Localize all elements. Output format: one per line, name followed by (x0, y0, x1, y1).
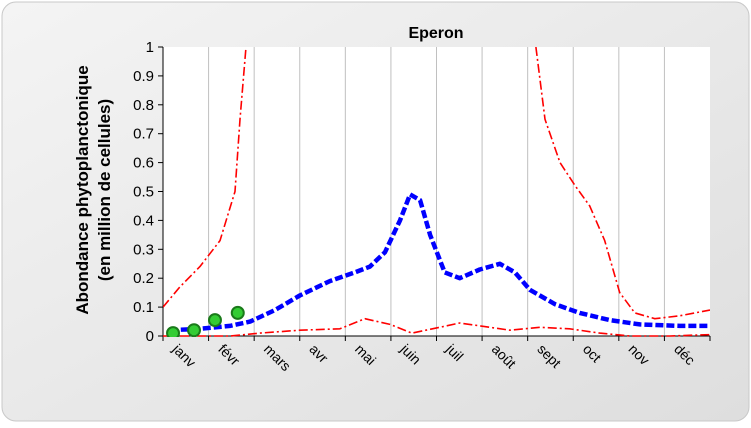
chart-title: Eperon (408, 25, 463, 42)
data-point (186, 323, 201, 337)
y-tick-label: 0.4 (133, 212, 154, 229)
data-point (230, 305, 245, 320)
y-tick-label: 0.7 (133, 126, 154, 143)
series-line (163, 317, 710, 337)
y-tick-label: 0.8 (133, 97, 154, 114)
y-tick-label: 0.2 (133, 270, 154, 287)
y-tick-label: 0.9 (133, 68, 154, 85)
y-tick-label: 0.5 (133, 184, 154, 201)
y-tick-label: 0.3 (133, 241, 154, 258)
y-tick-label: 0 (146, 328, 154, 345)
series-line (163, 47, 710, 320)
y-axis-title: Abondance phytoplanctonique (en million … (73, 65, 114, 314)
y-tick-label: 0.6 (133, 155, 154, 172)
y-axis-title-line: (en million de cellules) (95, 99, 114, 281)
y-axis-title-line: Abondance phytoplanctonique (73, 65, 92, 314)
y-tick-label: 1 (146, 39, 154, 56)
y-tick-label: 0.1 (133, 299, 154, 316)
series-layer (163, 47, 710, 337)
data-point (166, 326, 181, 337)
series-line (169, 192, 710, 333)
data-point (207, 313, 222, 328)
